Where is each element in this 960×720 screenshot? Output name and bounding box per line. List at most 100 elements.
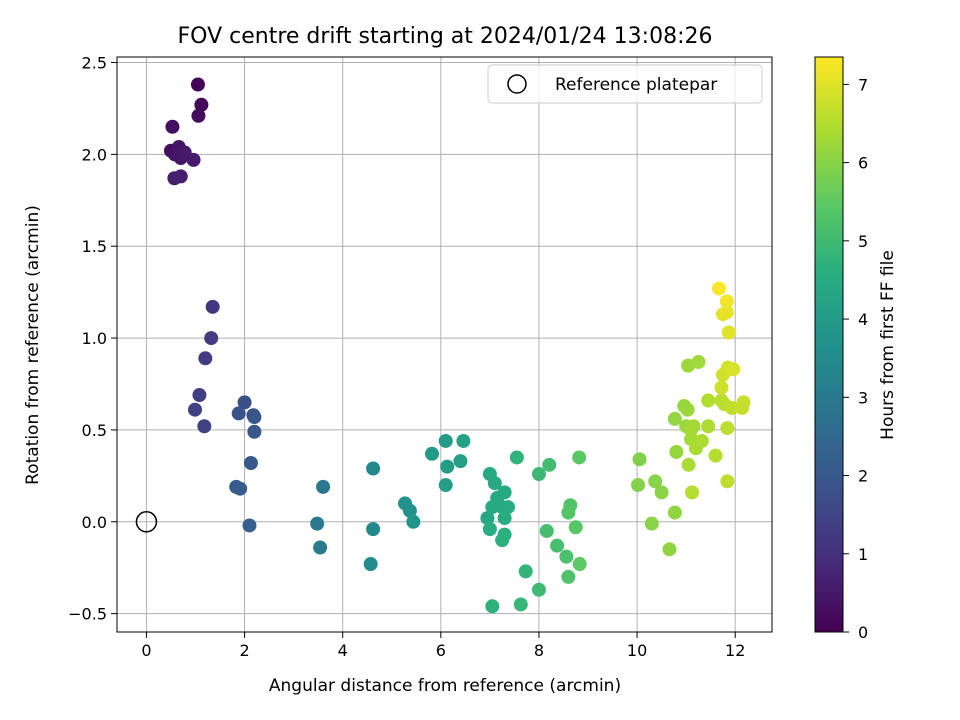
data-point <box>424 446 439 461</box>
colorbar: 0 1 2 3 4 5 6 7 Hours from first FF file <box>814 56 898 642</box>
data-point <box>173 169 188 184</box>
colorbar-tick-label: 0 <box>858 623 868 642</box>
x-axis-label: Angular distance from reference (arcmin) <box>269 676 621 696</box>
data-point <box>542 457 557 472</box>
data-point <box>188 402 203 417</box>
data-point <box>513 597 528 612</box>
data-point <box>719 305 734 320</box>
data-point <box>714 380 729 395</box>
data-point <box>708 448 723 463</box>
legend-box <box>487 64 763 104</box>
legend: Reference platepar <box>487 64 763 104</box>
x-tick-label: 8 <box>534 641 544 660</box>
data-point <box>482 522 497 537</box>
data-point <box>242 518 257 533</box>
data-point <box>485 599 500 614</box>
data-point <box>669 444 684 459</box>
data-point <box>531 582 546 597</box>
data-point <box>681 457 696 472</box>
colorbar-ticks: 0 1 2 3 4 5 6 7 <box>843 75 868 642</box>
data-point <box>190 77 205 92</box>
data-point <box>487 476 502 491</box>
y-tick-label: −0.5 <box>68 605 107 624</box>
x-tick-label: 12 <box>725 641 745 660</box>
legend-marker <box>507 74 527 94</box>
colorbar-tick-label: 6 <box>858 154 868 173</box>
data-point <box>568 520 583 535</box>
data-point <box>561 569 576 584</box>
y-tick-label: 2.5 <box>82 54 107 73</box>
data-point <box>231 406 246 421</box>
data-point <box>198 351 213 366</box>
data-point <box>438 478 453 493</box>
data-point <box>191 108 206 123</box>
y-tick-label: 2.0 <box>82 145 107 164</box>
data-point <box>192 388 207 403</box>
data-point <box>247 410 262 425</box>
data-point <box>550 538 565 553</box>
data-point <box>480 511 495 526</box>
data-point <box>694 433 709 448</box>
colorbar-label: Hours from first FF file <box>878 250 898 440</box>
data-point <box>632 452 647 467</box>
colorbar-gradient <box>815 57 843 632</box>
data-point <box>736 395 751 410</box>
data-point <box>680 402 695 417</box>
data-point <box>719 294 734 309</box>
data-point <box>721 325 736 340</box>
data-point <box>518 564 533 579</box>
x-tick-label: 4 <box>338 641 348 660</box>
data-point <box>165 119 180 134</box>
data-point <box>497 511 512 526</box>
y-tick-label: 0.5 <box>82 421 107 440</box>
x-axis-ticks: 0 2 4 6 8 10 12 <box>141 632 745 660</box>
reference-point <box>135 511 158 533</box>
data-point <box>644 516 659 531</box>
data-point <box>572 557 587 572</box>
data-point <box>631 478 646 493</box>
colorbar-tick-label: 3 <box>858 388 868 407</box>
data-point <box>701 419 716 434</box>
chart-title: FOV centre drift starting at 2024/01/24 … <box>178 24 713 49</box>
data-points <box>163 77 751 614</box>
data-point <box>654 485 669 500</box>
data-point <box>310 516 325 531</box>
data-point <box>701 393 716 408</box>
y-tick-label: 0.0 <box>82 513 107 532</box>
data-point <box>366 522 381 537</box>
data-point <box>237 395 252 410</box>
grid-lines <box>117 57 772 632</box>
data-point <box>402 503 417 518</box>
colorbar-tick-label: 4 <box>858 310 868 329</box>
data-point <box>685 485 700 500</box>
colorbar-tick-label: 5 <box>858 232 868 251</box>
data-point <box>662 542 677 557</box>
colorbar-tick-label: 1 <box>858 545 868 564</box>
y-axis-label: Rotation from reference (arcmin) <box>23 205 43 485</box>
data-point <box>233 481 248 496</box>
colorbar-tick-label: 2 <box>858 467 868 486</box>
legend-label: Reference platepar <box>555 75 717 95</box>
data-point <box>720 474 735 489</box>
data-point <box>204 331 219 346</box>
data-point <box>194 97 209 112</box>
reference-platepar-marker <box>135 511 158 533</box>
data-point <box>501 500 516 515</box>
data-point <box>316 479 331 494</box>
data-point <box>406 514 421 529</box>
data-point <box>440 459 455 474</box>
colorbar-frame <box>814 56 844 633</box>
data-point <box>313 540 328 555</box>
data-point <box>686 419 701 434</box>
data-point <box>559 549 574 564</box>
data-point <box>648 474 663 489</box>
data-point <box>712 281 727 296</box>
data-point <box>561 505 576 520</box>
data-point <box>363 557 378 572</box>
x-tick-label: 10 <box>627 641 647 660</box>
data-point <box>724 400 739 415</box>
data-point <box>539 523 554 538</box>
data-point <box>197 419 212 434</box>
x-tick-label: 2 <box>239 641 249 660</box>
